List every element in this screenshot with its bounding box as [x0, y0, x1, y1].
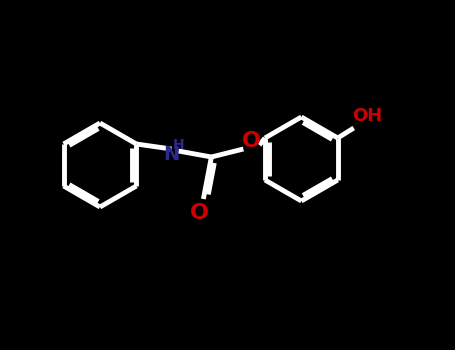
Text: N: N [163, 146, 180, 164]
Text: H: H [172, 138, 184, 152]
Text: O: O [242, 131, 261, 151]
Text: O: O [190, 203, 209, 223]
Text: OH: OH [353, 107, 383, 125]
